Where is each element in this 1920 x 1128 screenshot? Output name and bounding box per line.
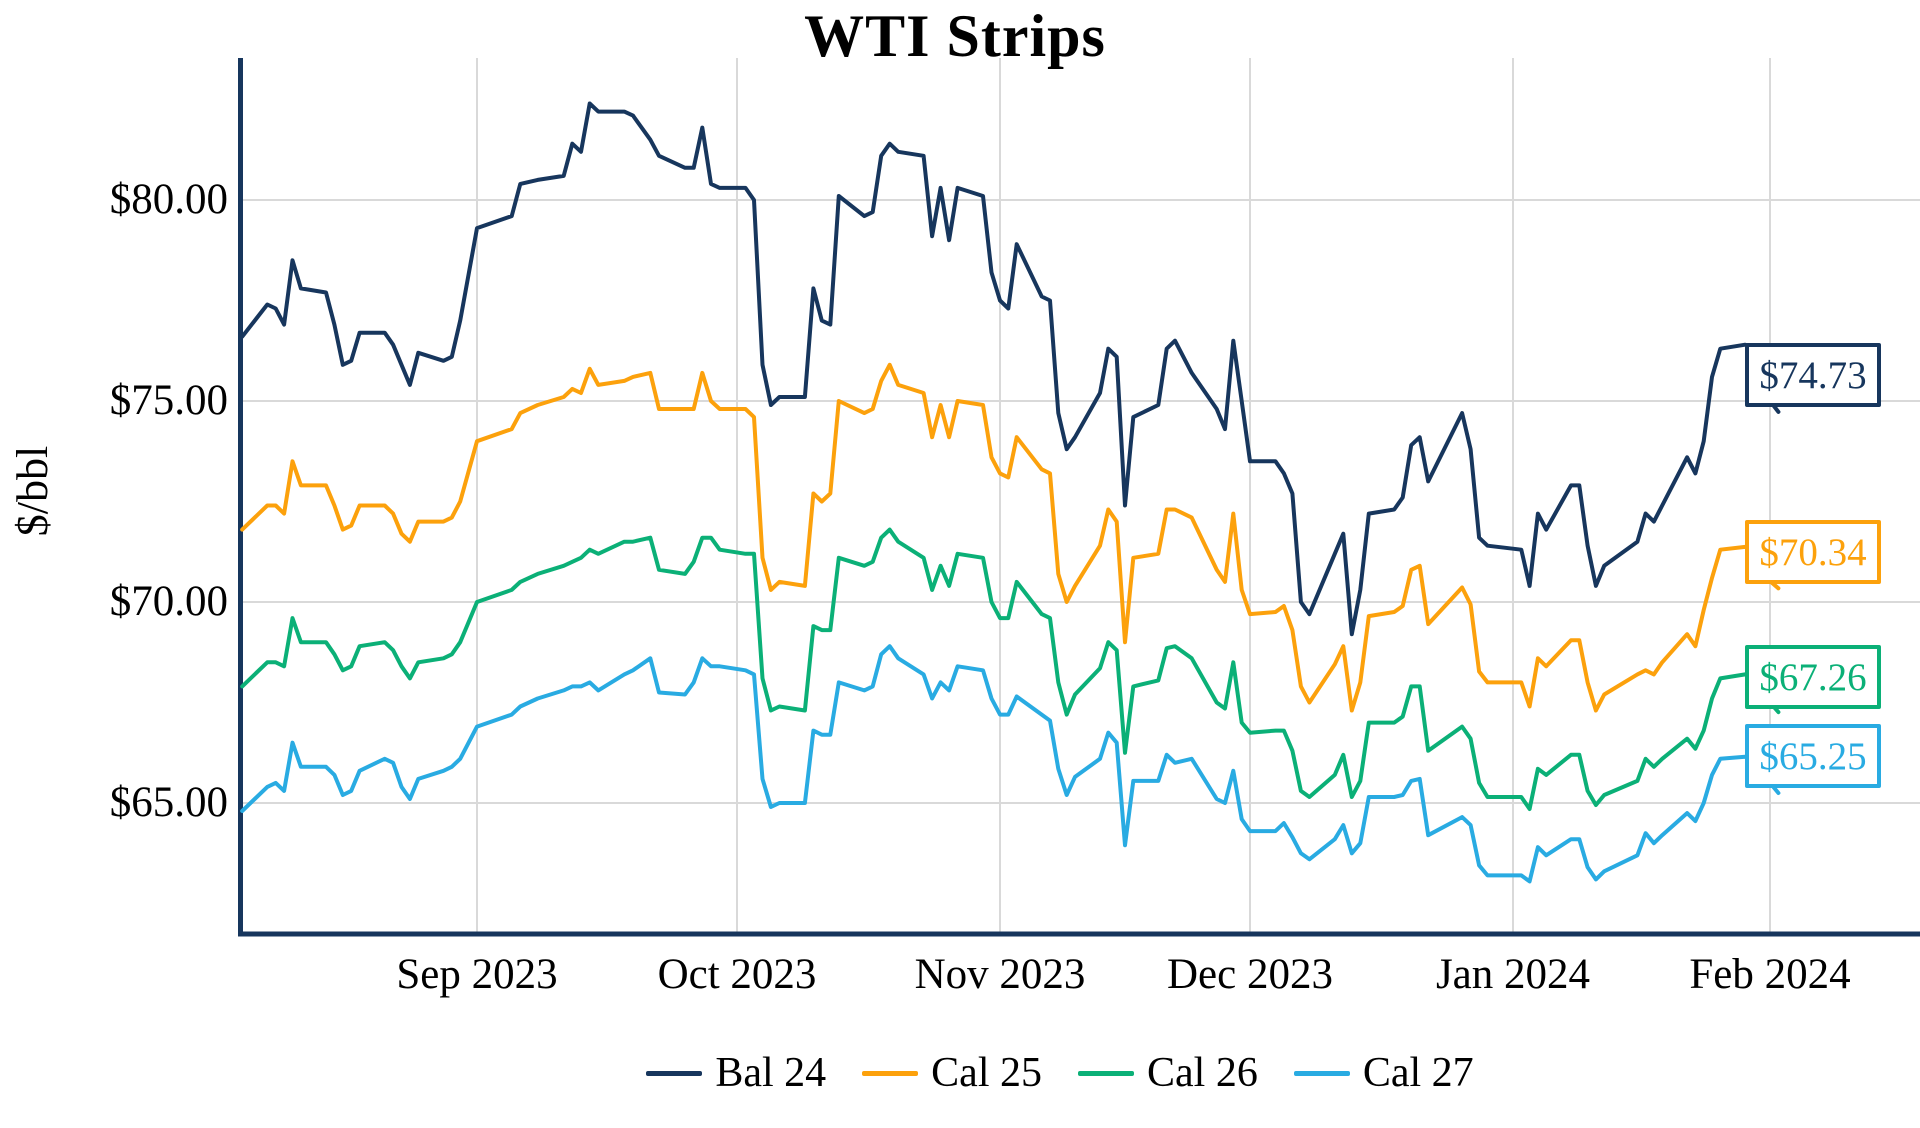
end-value-label: $74.73	[1745, 343, 1881, 407]
y-tick-label: $65.00	[109, 779, 228, 826]
series-line-cal-26	[240, 527, 1781, 811]
x-tick-label: Dec 2023	[1167, 951, 1333, 998]
legend-item-cal-27: Cal 27	[1293, 1050, 1474, 1096]
legend-line-swatch	[646, 1070, 703, 1076]
legend-line-swatch	[862, 1070, 919, 1076]
legend-line-swatch	[1078, 1070, 1134, 1076]
end-value-label: $65.25	[1745, 724, 1881, 788]
series-line-cal-27	[240, 644, 1781, 884]
legend-item-bal-24: Bal 24	[646, 1052, 826, 1094]
x-tick-label: Oct 2023	[657, 951, 817, 998]
series-line-cal-25	[240, 362, 1781, 713]
y-tick-label: $70.00	[109, 578, 228, 625]
x-tick-label: Sep 2023	[396, 951, 558, 998]
x-tick-label: Feb 2024	[1689, 951, 1851, 998]
y-tick-label: $75.00	[109, 377, 228, 424]
legend-label: Cal 26	[1147, 1050, 1258, 1096]
legend-item-cal-25: Cal 25	[862, 1052, 1042, 1094]
legend-label: Cal 27	[1362, 1050, 1474, 1096]
end-value-label: $67.26	[1745, 645, 1881, 709]
x-tick-label: Jan 2024	[1435, 951, 1591, 998]
legend-label: Bal 24	[715, 1050, 827, 1096]
y-tick-label: $80.00	[109, 176, 228, 223]
chart-legend: Bal 24 Cal 25 Cal 26 Cal 27	[100, 1042, 1920, 1104]
series-line-bal-24	[240, 101, 1781, 637]
x-tick-label: Nov 2023	[914, 951, 1086, 998]
legend-line-swatch	[1293, 1070, 1350, 1076]
y-axis-title: $/bbl	[8, 445, 57, 537]
chart-title: WTI Strips	[804, 3, 1106, 69]
end-value-label: $70.34	[1745, 520, 1881, 584]
legend-label: Cal 25	[931, 1050, 1042, 1096]
legend-item-cal-26: Cal 26	[1078, 1052, 1258, 1094]
